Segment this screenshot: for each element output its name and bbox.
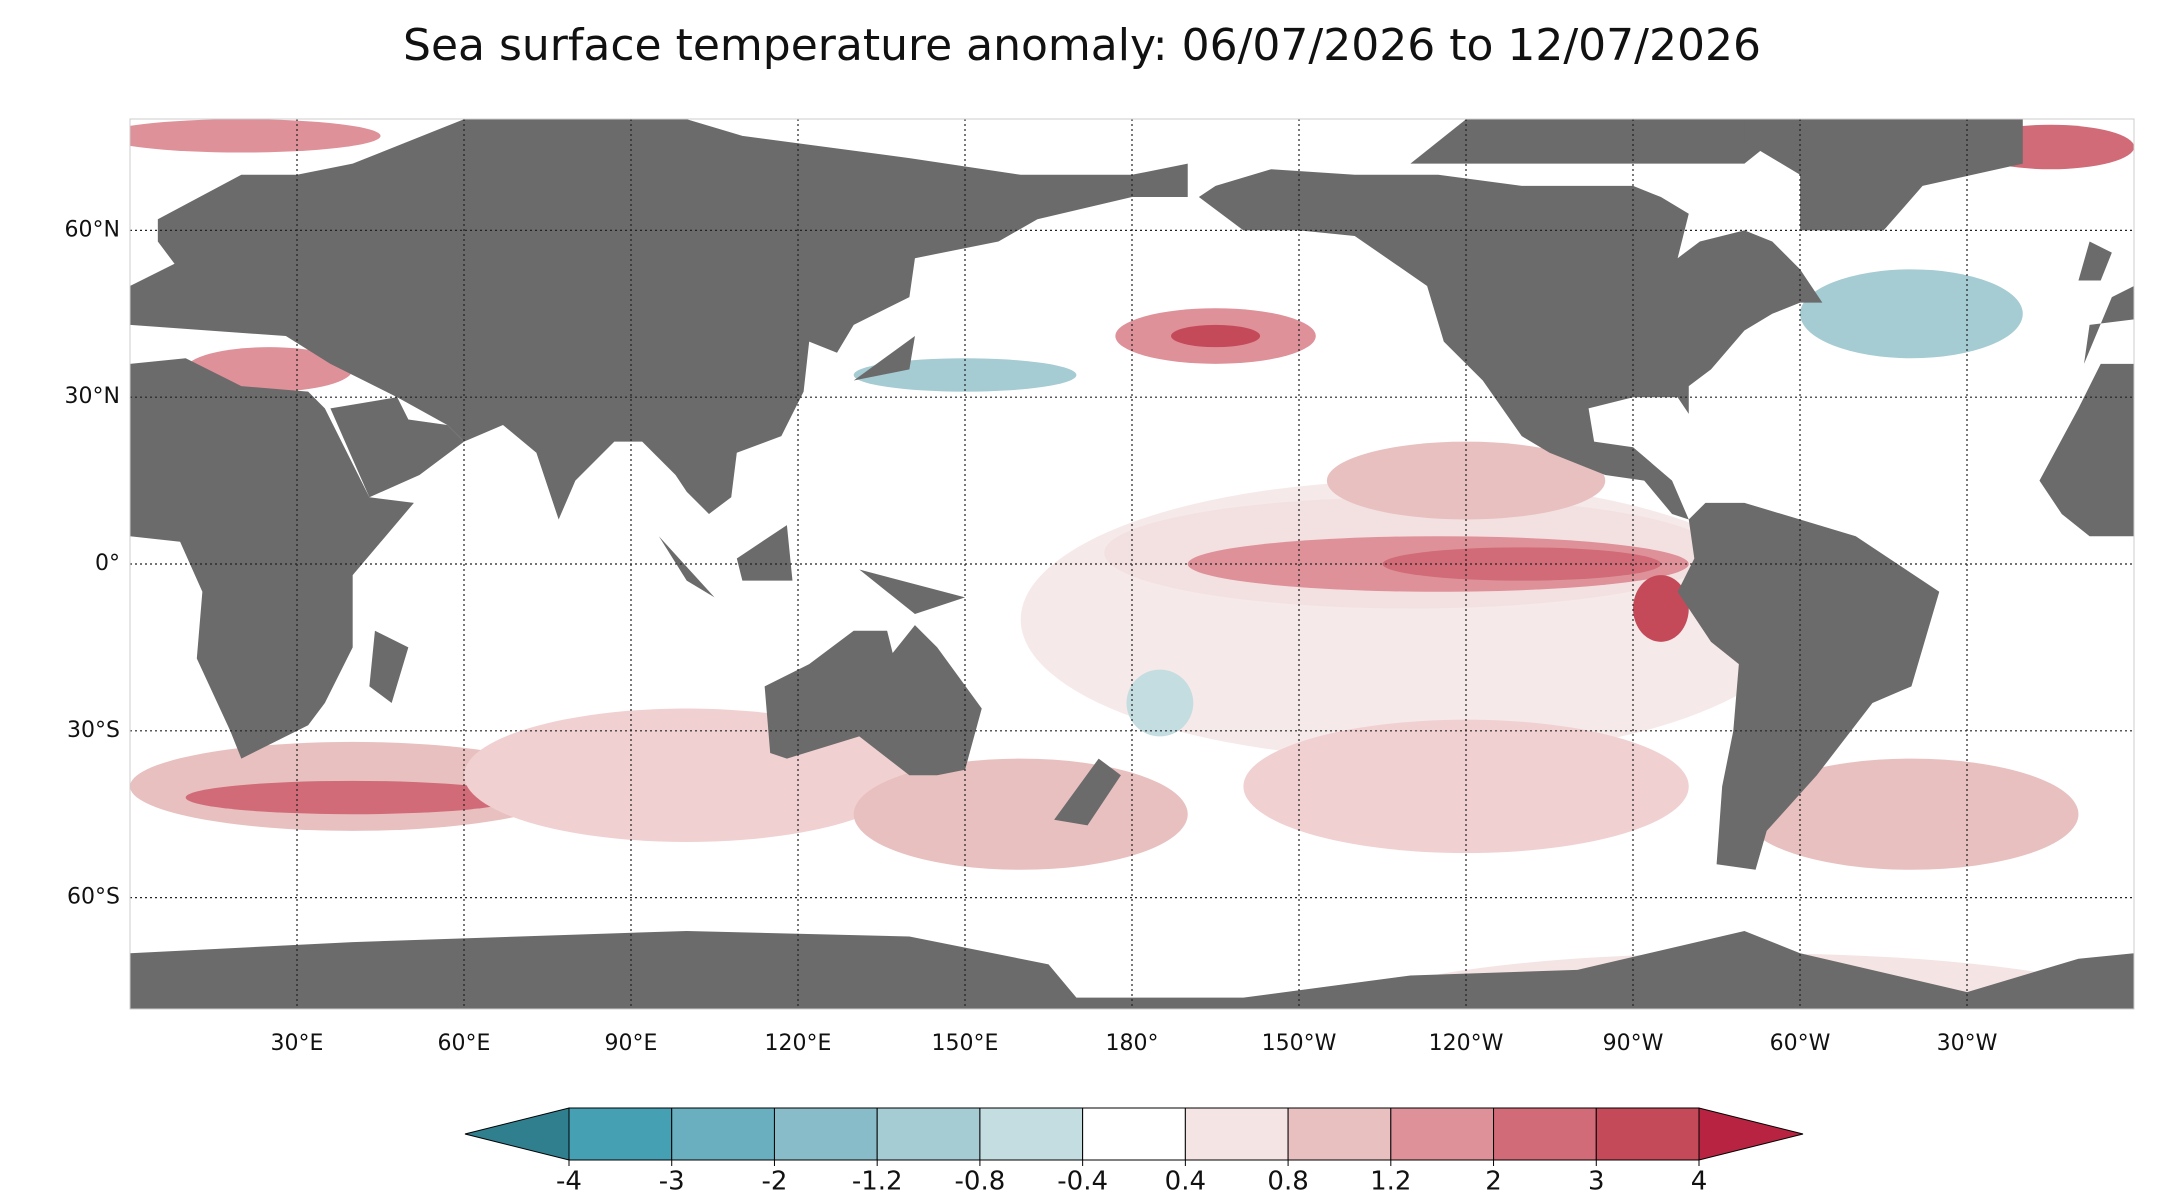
colorbar-tick-label: 0.8 [1267, 1167, 1308, 1193]
lon-label: 90°E [605, 1031, 658, 1056]
colorbar-tick-label: 3 [1588, 1167, 1605, 1193]
colorbar-box [1390, 1107, 1495, 1161]
colorbar-tick-label: -0.8 [955, 1167, 1006, 1193]
colorbar-tick-label: 0.4 [1165, 1167, 1206, 1193]
colorbar-box [1287, 1107, 1392, 1161]
lon-label: 120°E [765, 1031, 832, 1056]
lat-label: 30°N [65, 384, 120, 409]
lon-label: 150°E [932, 1031, 999, 1056]
colorbar-tick-label: -1.2 [852, 1167, 903, 1193]
colorbar-box [773, 1107, 878, 1161]
lon-label: 90°W [1603, 1031, 1664, 1056]
colorbar-box [1184, 1107, 1289, 1161]
colorbar-tick-label: -2 [761, 1167, 787, 1193]
colorbar-tick-label: 2 [1485, 1167, 1502, 1193]
colorbar-tick-label: -3 [659, 1167, 685, 1193]
lon-label: 60°E [438, 1031, 491, 1056]
lat-label: 30°S [67, 718, 120, 743]
graticule [130, 119, 2134, 1009]
colorbar-box [1082, 1107, 1186, 1161]
lon-label: 150°W [1262, 1031, 1337, 1056]
lon-label: 60°W [1770, 1031, 1831, 1056]
map-title: Sea surface temperature anomaly: 06/07/2… [403, 20, 1761, 71]
lat-label: 60°S [67, 885, 120, 910]
map-frame [129, 118, 2135, 1010]
lon-label: 120°W [1429, 1031, 1504, 1056]
lon-label: 180° [1106, 1031, 1159, 1056]
colorbar-box [1595, 1107, 1700, 1161]
colorbar-tick-label: 1.2 [1370, 1167, 1411, 1193]
colorbar-box [979, 1107, 1084, 1161]
colorbar-extend-high [1698, 1107, 1804, 1161]
lat-label: 60°N [65, 217, 120, 242]
colorbar-box [568, 1107, 673, 1161]
colorbar-tick-label: 4 [1691, 1167, 1708, 1193]
colorbar-extend-low [464, 1107, 570, 1161]
colorbar-box [876, 1107, 981, 1161]
colorbar-box [671, 1107, 775, 1161]
colorbar-box [1493, 1107, 1597, 1161]
colorbar-tick-label: -0.4 [1057, 1167, 1108, 1193]
lon-label: 30°E [271, 1031, 324, 1056]
colorbar-tick-label: -4 [556, 1167, 582, 1193]
lat-label: 0° [95, 551, 120, 576]
lon-label: 30°W [1937, 1031, 1998, 1056]
map [130, 119, 2134, 1009]
